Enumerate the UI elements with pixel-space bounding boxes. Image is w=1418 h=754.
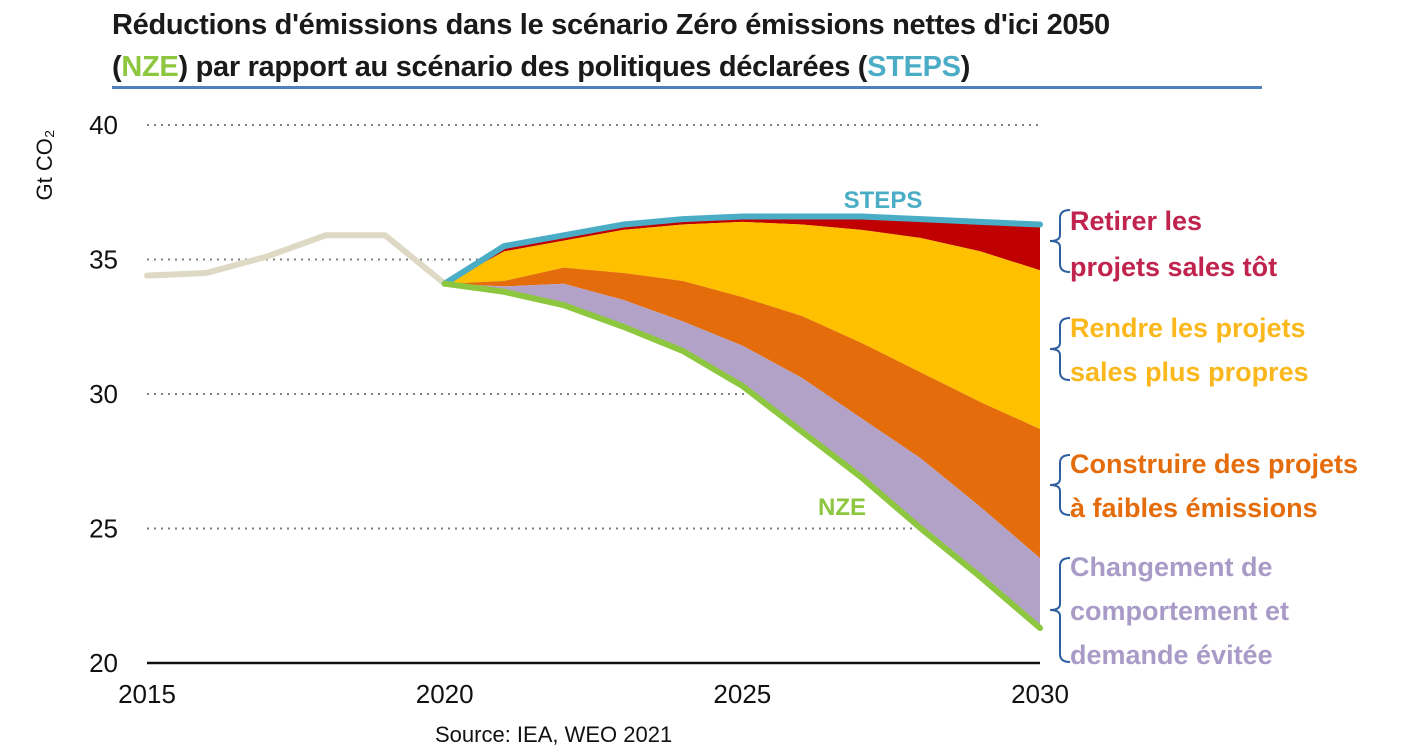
title-divider (112, 86, 1262, 89)
y-tick-label: 40 (89, 110, 118, 140)
label-retire: projets sales tôt (1070, 252, 1277, 282)
label-behaviour: comportement et (1070, 596, 1289, 626)
bracket-cleaner (1049, 317, 1071, 381)
x-tick-label: 2030 (1011, 679, 1069, 709)
label-retire: Retirer les (1070, 206, 1202, 236)
title-paren-open: ( (112, 51, 122, 83)
chart-title: Réductions d'émissions dans le scénario … (112, 4, 1272, 88)
bracket-build (1049, 454, 1071, 516)
area-retire-dirty-projects (444, 216, 1041, 284)
area-cleaner-projects (444, 221, 1041, 429)
annotations: STEPS NZE Retirer les projets sales tôt Rend… (818, 187, 1358, 670)
area-behaviour-change (444, 283, 1041, 629)
series-lines (144, 213, 1043, 632)
y-tick-label: 30 (89, 379, 118, 409)
y-axis-label: Gt CO₂ (32, 130, 57, 201)
x-tick-label: 2015 (118, 679, 176, 709)
x-tick-label: 2020 (416, 679, 474, 709)
label-cleaner: Rendre les projets (1070, 313, 1306, 343)
grid-lines (147, 124, 1040, 530)
history-line (144, 232, 448, 287)
title-steps: STEPS (867, 51, 961, 83)
bracket-behaviour (1049, 557, 1071, 663)
title-line-2: (NZE) par rapport au scénario des politi… (112, 46, 1272, 88)
y-tick-label: 20 (89, 648, 118, 678)
y-tick-label: 35 (89, 245, 118, 275)
bracket-retire (1049, 209, 1071, 273)
steps-label: STEPS (844, 187, 923, 214)
label-cleaner: sales plus propres (1070, 357, 1309, 387)
label-build: Construire des projets (1070, 449, 1358, 479)
label-behaviour: demande évitée (1070, 640, 1273, 670)
steps-line (441, 213, 1043, 287)
source-note: Source: IEA, WEO 2021 (435, 722, 673, 747)
nze-label: NZE (818, 494, 866, 521)
label-behaviour: Changement de (1070, 552, 1273, 582)
title-nze: NZE (121, 51, 179, 83)
x-tick-label: 2025 (713, 679, 771, 709)
stacked-areas (444, 216, 1041, 629)
label-build: à faibles émissions (1070, 493, 1318, 523)
nze-line (441, 280, 1043, 632)
title-paren-close: ) (960, 51, 971, 83)
area-low-emission-projects (444, 267, 1041, 559)
y-tick-label: 25 (89, 514, 118, 544)
title-middle: ) par rapport au scénario des politiques… (178, 51, 868, 83)
title-line-1: Réductions d'émissions dans le scénario … (112, 9, 1110, 41)
